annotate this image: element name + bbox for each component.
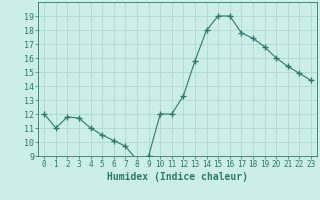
X-axis label: Humidex (Indice chaleur): Humidex (Indice chaleur)	[107, 172, 248, 182]
